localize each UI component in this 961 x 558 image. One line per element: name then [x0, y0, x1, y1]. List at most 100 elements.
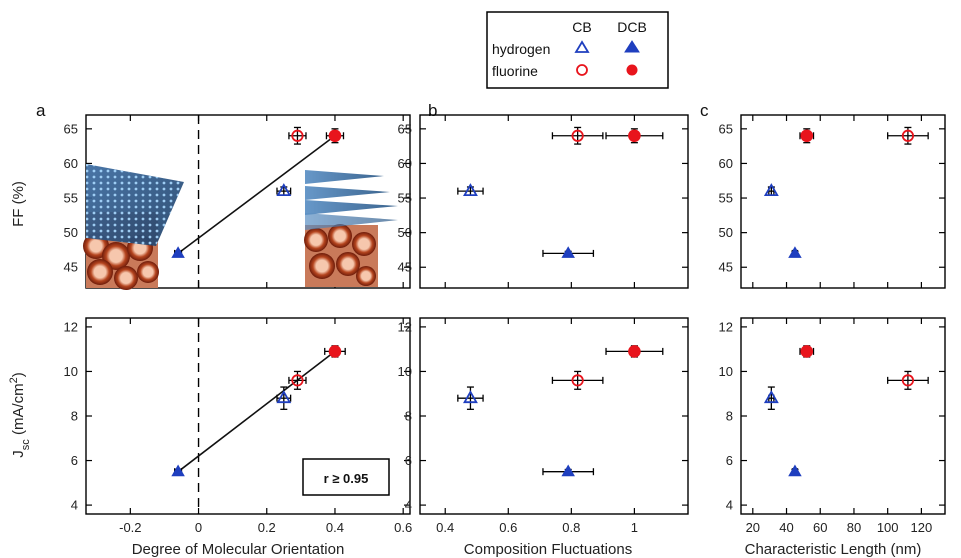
data-point-f-dcb — [324, 345, 346, 358]
x-tick-label: 60 — [813, 520, 827, 535]
data-point-f-cb — [288, 370, 307, 390]
y-tick-label: 12 — [719, 319, 733, 334]
chart-panel-b-jsc: 4 6 8 10 12 0.4 0.6 0.8 1 Composition Fluctuation… — [398, 317, 689, 558]
marker-h-cb — [463, 183, 478, 197]
ring-shape — [114, 266, 138, 290]
correlation-box — [302, 458, 390, 496]
marker-f-dcb — [328, 129, 342, 143]
marker-f-cb — [291, 129, 304, 142]
marker-f-dcb — [800, 129, 814, 143]
y-tick-label: 10 — [719, 364, 733, 379]
legend-fluorine-dcb-marker — [626, 64, 638, 76]
panel-letter-b: b — [428, 101, 437, 120]
data-point-h-cb — [457, 386, 484, 410]
data-point-h-dcb — [542, 246, 595, 258]
chart-panel-c-ff: 45 50 55 60 65 — [719, 114, 946, 289]
x-tick-label: 0.8 — [562, 520, 580, 535]
legend-label-fluorine: fluorine — [492, 63, 538, 79]
y-tick-label: 45 — [719, 260, 733, 275]
y-tick-label: 4 — [726, 498, 733, 513]
y-axis-title-jsc: Jsc (mA/cm2) — [8, 372, 32, 457]
data-point-h-cb — [276, 183, 292, 197]
legend-label-hydrogen: hydrogen — [492, 41, 550, 57]
ring-shape — [304, 228, 328, 252]
legend-hydrogen-cb-marker — [574, 40, 590, 53]
ring-shape — [309, 253, 335, 279]
x-tick-label: 0.4 — [436, 520, 454, 535]
data-point-h-dcb — [171, 246, 185, 258]
ring-shape — [356, 266, 376, 286]
x-tick-label: 0.6 — [499, 520, 517, 535]
marker-h-cb — [763, 183, 779, 197]
x-tick-label: -0.2 — [119, 520, 141, 535]
data-point-h-dcb — [788, 464, 802, 477]
x-tick-label: 0.2 — [258, 520, 276, 535]
data-point-h-cb — [763, 386, 779, 410]
y-tick-label: 60 — [398, 156, 412, 171]
data-point-h-dcb — [542, 464, 595, 477]
marker-h-cb — [276, 183, 292, 197]
marker-h-dcb — [788, 464, 802, 477]
legend: CB DCB hydrogen fluorine — [486, 11, 669, 89]
data-point-f-dcb — [799, 128, 815, 144]
marker-f-dcb — [800, 345, 814, 358]
molecular-sheet-dots — [86, 164, 184, 246]
data-point-h-dcb — [171, 464, 185, 477]
marker-h-dcb — [561, 246, 575, 258]
data-point-f-dcb — [325, 128, 345, 144]
y-tick-label: 60 — [64, 156, 78, 171]
y-tick-label: 50 — [398, 225, 412, 240]
x-tick-label: 120 — [911, 520, 933, 535]
y-tick-label: 50 — [719, 225, 733, 240]
x-axis-title: Degree of Molecular Orientation — [132, 541, 345, 558]
y-tick-label: 55 — [719, 191, 733, 206]
chart-panel-a-jsc: 4 6 8 10 12 -0.2 0 0.2 0.4 0.6 Degree of Molecular… — [64, 317, 412, 558]
y-tick-label: 50 — [64, 225, 78, 240]
marker-h-cb — [463, 390, 478, 404]
jsc-units: (mA/cm — [10, 383, 27, 439]
y-tick-label: 55 — [64, 191, 78, 206]
marker-f-cb — [901, 374, 915, 387]
data-point-f-dcb — [605, 128, 664, 144]
stacked-sheet — [305, 213, 398, 230]
y-tick-label: 12 — [398, 319, 412, 334]
marker-h-cb — [763, 390, 779, 404]
y-tick-label: 45 — [398, 260, 412, 275]
y-tick-label: 6 — [71, 453, 78, 468]
x-tick-label: 20 — [746, 520, 760, 535]
chart-panel-a-ff: 45 50 55 60 65 — [64, 114, 411, 289]
stacked-sheet — [305, 200, 398, 215]
data-point-h-cb — [763, 183, 779, 197]
y-tick-label: 8 — [71, 409, 78, 424]
plot-frame — [419, 114, 689, 289]
ring-shape — [328, 224, 352, 248]
data-point-f-dcb — [605, 345, 664, 358]
x-tick-label: 0 — [195, 520, 202, 535]
marker-h-dcb — [171, 246, 185, 258]
marker-f-cb — [571, 129, 584, 142]
data-point-h-dcb — [788, 246, 802, 258]
ring-shape — [137, 261, 159, 283]
chart-panel-b-ff: 45 50 55 60 65 — [398, 114, 689, 289]
inset-illustration-right — [304, 170, 398, 287]
x-tick-label: 80 — [847, 520, 861, 535]
stacked-sheet — [305, 170, 384, 184]
marker-f-dcb — [328, 345, 342, 358]
y-tick-label: 12 — [64, 319, 78, 334]
legend-header-cb: CB — [572, 19, 591, 35]
y-tick-label: 8 — [726, 409, 733, 424]
marker-h-dcb — [171, 464, 185, 477]
data-point-f-cb — [551, 126, 604, 145]
data-point-h-cb — [457, 183, 484, 197]
ring-shape — [352, 232, 376, 256]
x-axis-title: Composition Fluctuations — [464, 541, 632, 558]
y-tick-label: 4 — [405, 498, 412, 513]
y-tick-label: 65 — [64, 121, 78, 136]
ring-shape — [336, 252, 360, 276]
marker-f-cb — [291, 374, 304, 387]
panel-letter-c: c — [700, 101, 709, 120]
marker-f-dcb — [628, 129, 641, 143]
plot-frame — [419, 317, 689, 515]
marker-h-dcb — [788, 246, 802, 258]
